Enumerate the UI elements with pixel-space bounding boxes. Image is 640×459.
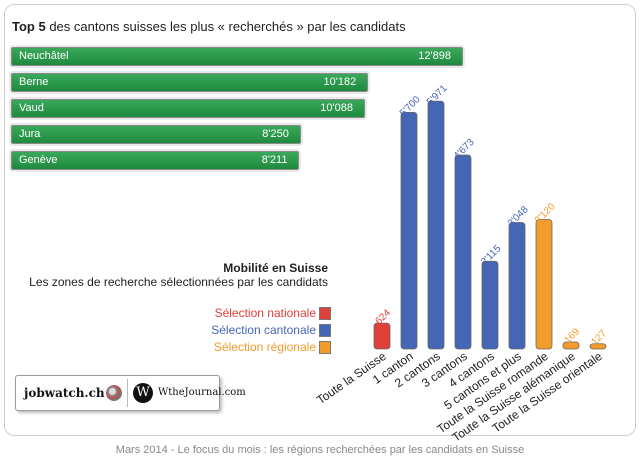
mobility-bar [373, 322, 391, 350]
mobility-bar [562, 341, 580, 350]
legend-item: Sélection régionale [0, 340, 334, 354]
legend-item: Sélection nationale [0, 306, 334, 320]
canton-bar-label: Genève [19, 154, 58, 166]
title-rest: des cantons suisses les plus « recherché… [45, 19, 406, 34]
mobility-bar [454, 154, 472, 350]
canton-bar-value: 10'088 [320, 102, 353, 114]
canton-bar-label: Jura [19, 128, 41, 140]
mobility-bar [508, 222, 526, 350]
canton-bar: Berne 10'182 [11, 73, 369, 92]
chart-subtitle-desc: Les zones de recherche sélectionnées par… [29, 275, 328, 289]
wthejournal-logo-icon: W [133, 383, 153, 403]
legend-label: Sélection nationale [214, 306, 316, 320]
logo-divider [127, 379, 128, 407]
legend-label: Sélection régionale [213, 340, 316, 354]
canton-bar-value: 8'250 [262, 128, 289, 140]
canton-bar-value: 8'211 [261, 154, 288, 166]
legend-swatch [319, 341, 331, 354]
logo-box: jobwatch.ch W WtheJournal.com [15, 375, 246, 411]
title-bold: Top 5 [12, 19, 46, 34]
canton-bar: Neuchâtel 12'898 [11, 47, 463, 66]
wthejournal-logo: WtheJournal.com [158, 387, 246, 398]
canton-bar: Genève 8'211 [11, 151, 300, 170]
mobility-bar [400, 112, 418, 350]
canton-bar: Jura 8'250 [11, 125, 301, 144]
legend-label: Sélection cantonale [211, 323, 316, 337]
canton-bar-label: Berne [19, 76, 49, 88]
chart-title: Top 5 des cantons suisses les plus « rec… [12, 19, 406, 34]
canton-bar-label: Vaud [19, 102, 44, 114]
legend-swatch [319, 324, 331, 337]
canton-bar: Vaud 10'088 [11, 99, 365, 118]
mobility-bar [535, 219, 553, 350]
legend-item: Sélection cantonale [0, 323, 334, 337]
legend-swatch [319, 307, 331, 320]
jobwatch-logo: jobwatch.ch [24, 386, 105, 400]
chart-subtitle-title: Mobilité en Suisse [223, 261, 328, 275]
canton-bar-label: Neuchâtel [19, 50, 69, 62]
canton-bar-value: 12'898 [418, 50, 451, 62]
canton-bar-value: 10'182 [323, 76, 357, 88]
footer-caption: Mars 2014 - Le focus du mois : les régio… [115, 444, 525, 456]
mobility-bar [481, 260, 499, 350]
mobility-bar [589, 343, 607, 350]
mobility-bar [427, 100, 445, 350]
jobwatch-logo-icon [106, 385, 122, 401]
